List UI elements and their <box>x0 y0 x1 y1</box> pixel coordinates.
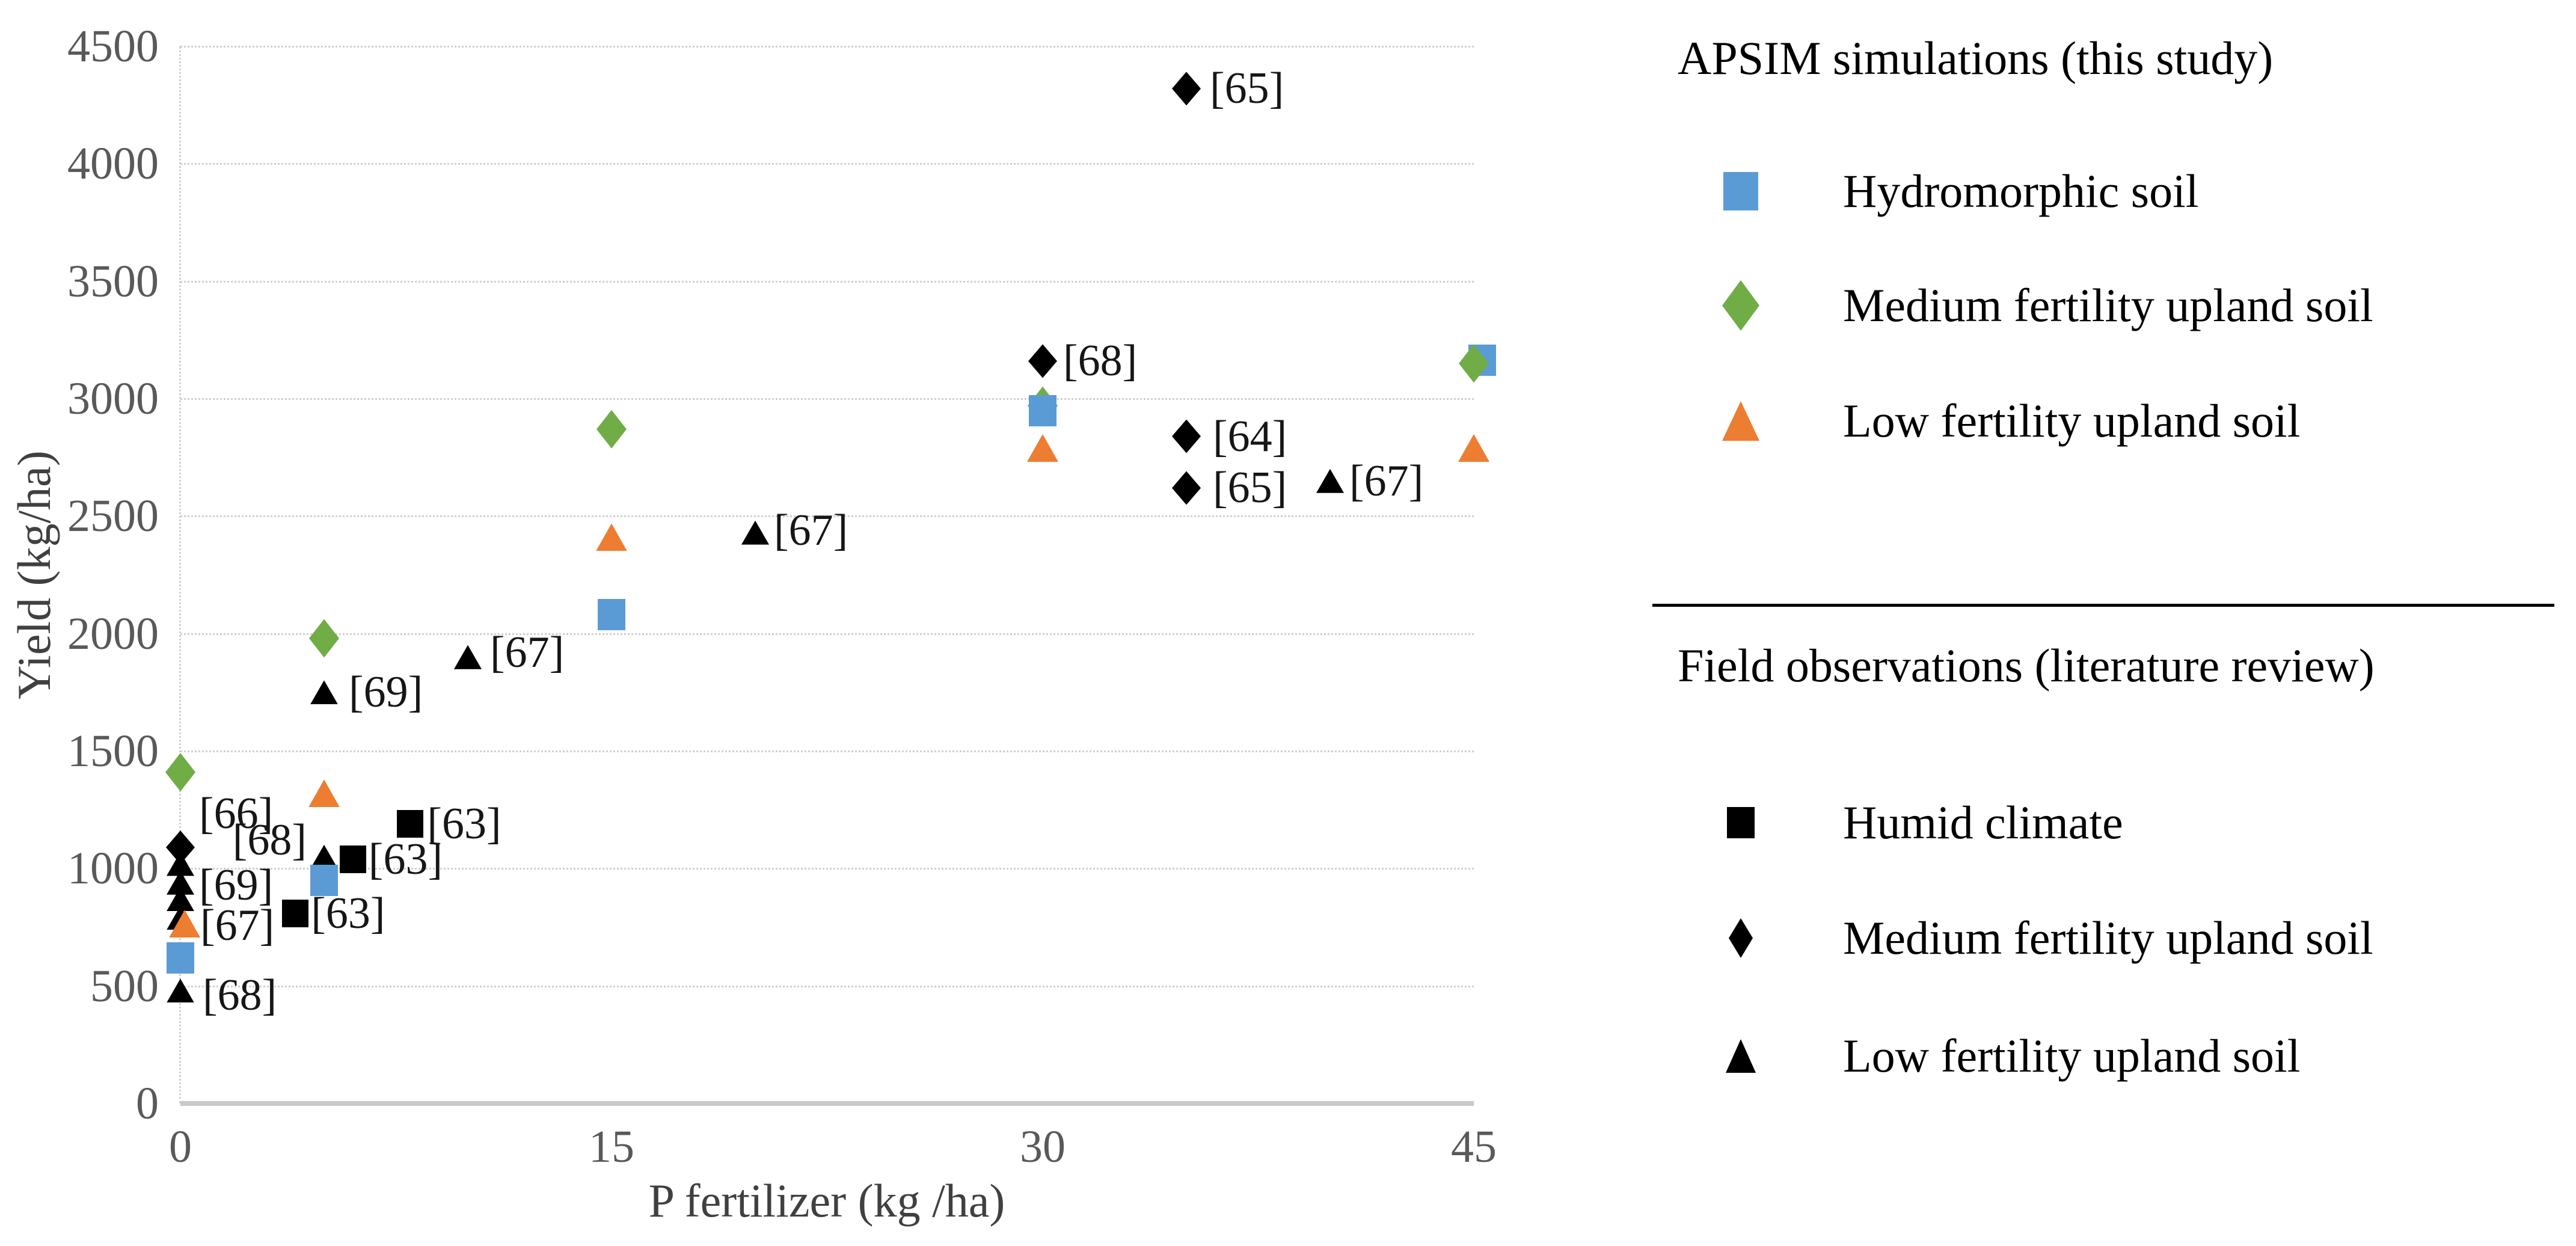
marker-medium-fertility-upland-soil-field-observations-x35 <box>1172 72 1201 106</box>
x-tick-label-0: 0 <box>169 1122 192 1172</box>
marker-medium-fertility-upland-soil-field-observations-x0 <box>166 830 195 865</box>
marker-hydromorphic-soil-apsim-x15 <box>598 599 625 631</box>
gridline-500 <box>180 985 1474 987</box>
x-axis-title: P fertilizer (kg /ha) <box>648 1174 1005 1227</box>
marker-humid-climate-field-observations-x4 <box>282 899 309 927</box>
marker-humid-climate-field-observations-x8 <box>397 810 424 838</box>
marker-low-fertility-upland-soil-field-observations-x20 <box>741 520 769 545</box>
point-label-69-x0: [69] <box>199 860 274 910</box>
gridline-4500 <box>180 46 1474 48</box>
gridline-1500 <box>180 750 1474 752</box>
x-tick-label-45: 45 <box>1451 1122 1497 1172</box>
legend-marker-hydromorphic-soil-sim-square-icon <box>1723 172 1758 210</box>
marker-medium-fertility-upland-soil-apsim-x15 <box>596 410 627 449</box>
y-tick-label-3500: 3500 <box>67 256 159 307</box>
legend-marker-humid-climate-obs-square-icon <box>1727 807 1755 838</box>
legend-label-humid-climate-obs: Humid climate <box>1843 796 2123 849</box>
point-label-68-x0: [68] <box>203 971 277 1020</box>
y-tick-label-3000: 3000 <box>67 373 159 424</box>
point-label-64-x35: [64] <box>1213 411 1287 461</box>
marker-hydromorphic-soil-apsim-x0 <box>167 942 194 974</box>
point-label-69-x5: [69] <box>349 668 423 717</box>
legend-marker-medium-fertility-upland-soil-sim-diamond-icon <box>1722 280 1759 331</box>
y-tick-label-2000: 2000 <box>67 608 159 659</box>
gridline-3000 <box>180 398 1474 400</box>
point-label-65-x35: [65] <box>1210 64 1284 114</box>
marker-low-fertility-upland-soil-apsim-x15 <box>596 523 627 551</box>
legend-marker-medium-fertility-upland-soil-obs-diamond-icon <box>1729 918 1753 958</box>
x-tick-label-15: 15 <box>589 1122 634 1172</box>
gridline-4000 <box>180 163 1474 165</box>
legend-section-title-field: Field observations (literature review) <box>1678 639 2375 692</box>
legend-marker-low-fertility-upland-soil-obs-triangle-icon <box>1726 1039 1756 1073</box>
point-label-67-x40: [67] <box>1349 456 1424 506</box>
x-tick-label-30: 30 <box>1020 1122 1066 1172</box>
y-tick-label-4500: 4500 <box>67 21 159 72</box>
point-label-66-x0: [66] <box>199 789 274 839</box>
y-tick-label-0: 0 <box>136 1078 159 1129</box>
marker-humid-climate-field-observations-x6 <box>339 845 366 873</box>
y-axis-line <box>179 46 181 1103</box>
y-tick-label-500: 500 <box>90 960 159 1011</box>
gridline-3500 <box>180 280 1474 283</box>
marker-medium-fertility-upland-soil-apsim-x0 <box>165 753 195 792</box>
marker-hydromorphic-soil-apsim-x5 <box>310 864 338 896</box>
point-label-63-x4: [63] <box>311 888 385 938</box>
y-tick-label-4000: 4000 <box>67 138 159 189</box>
marker-medium-fertility-upland-soil-field-observations-x35 <box>1172 419 1201 453</box>
point-label-63-x6: [63] <box>368 834 443 884</box>
y-axis-title: Yield (kg/ha) <box>8 450 60 699</box>
point-label-68-x30: [68] <box>1063 336 1138 386</box>
marker-low-fertility-upland-soil-apsim-x5 <box>308 779 340 808</box>
marker-medium-fertility-upland-soil-field-observations-x35 <box>1172 471 1201 505</box>
legend-panel: APSIM simulations (this study) Field obs… <box>1624 0 2576 1246</box>
legend-label-medium-fertility-upland-soil-obs: Medium fertility upland soil <box>1843 912 2373 964</box>
marker-low-fertility-upland-soil-field-observations-x10 <box>454 645 482 669</box>
point-label-67-x10: [67] <box>490 627 565 677</box>
marker-low-fertility-upland-soil-field-observations-x0 <box>167 978 194 1003</box>
point-label-68-x5: [68] <box>232 815 307 865</box>
marker-low-fertility-upland-soil-field-observations-x40 <box>1316 468 1344 493</box>
gridline-2500 <box>180 515 1474 518</box>
x-axis-line <box>180 1101 1474 1106</box>
point-label-67-x20: [67] <box>774 505 848 555</box>
legend-label-medium-fertility-upland-soil-sim: Medium fertility upland soil <box>1843 279 2373 331</box>
marker-low-fertility-upland-soil-apsim-x30 <box>1027 434 1058 462</box>
gridline-1000 <box>180 868 1474 870</box>
marker-medium-fertility-upland-soil-field-observations-x30 <box>1028 344 1057 378</box>
marker-low-fertility-upland-soil-field-observations-x5 <box>310 680 338 705</box>
y-tick-label-1500: 1500 <box>67 726 159 776</box>
marker-low-fertility-upland-soil-apsim-x45 <box>1458 434 1489 462</box>
legend-label-low-fertility-upland-soil-obs: Low fertility upland soil <box>1843 1030 2301 1082</box>
gridline-2000 <box>180 633 1474 635</box>
legend-divider <box>1652 604 2554 607</box>
marker-hydromorphic-soil-apsim-x30 <box>1029 394 1056 426</box>
legend-label-hydromorphic-soil-sim: Hydromorphic soil <box>1843 165 2199 217</box>
plot-area: [69] [67] [68] [68] [69] [67] [67] [67] [66] [68]… <box>165 46 1497 1106</box>
y-tick-label-1000: 1000 <box>67 843 159 894</box>
point-label-67-x0: [67] <box>200 901 275 951</box>
point-label-65-x35: [65] <box>1213 463 1287 513</box>
legend-section-title-apsim: APSIM simulations (this study) <box>1678 32 2274 84</box>
y-tick-label-2500: 2500 <box>67 491 159 542</box>
marker-medium-fertility-upland-soil-apsim-x5 <box>309 619 339 658</box>
point-label-63-x8: [63] <box>427 799 501 849</box>
legend-marker-low-fertility-upland-soil-sim-triangle-icon <box>1722 401 1759 441</box>
legend-label-low-fertility-upland-soil-sim: Low fertility upland soil <box>1843 394 2301 447</box>
